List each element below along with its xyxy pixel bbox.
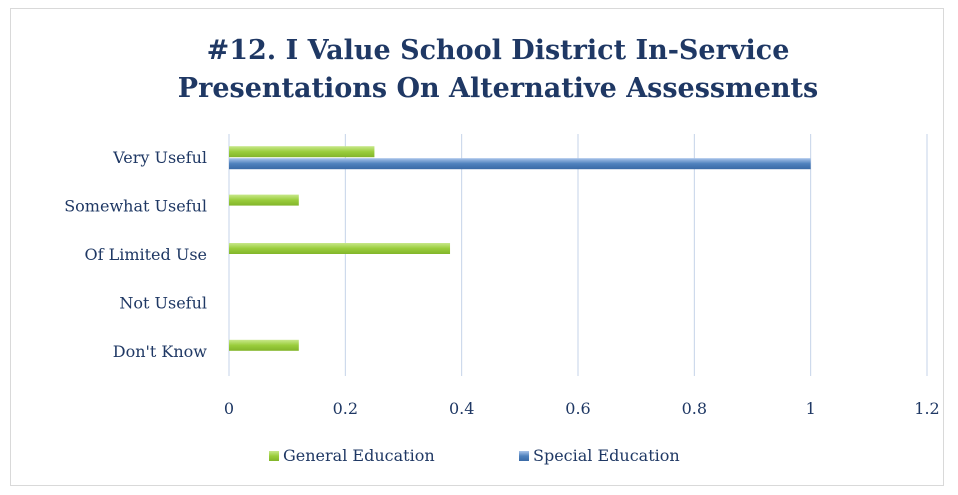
bar-general-education: [229, 243, 451, 254]
category-label: Of Limited Use: [84, 245, 207, 264]
bar-general-education: [229, 146, 375, 158]
bar-general-education: [229, 194, 299, 206]
bar-general-education: [229, 339, 299, 351]
x-tick-labels: 0 0.2 0.4 0.6 0.8 1 1.2: [224, 399, 940, 418]
chart-title-line-1: #12. I Value School District In-Service: [207, 35, 790, 66]
legend: General Education Special Education: [269, 446, 680, 465]
x-tick-label: 0.4: [449, 399, 474, 418]
legend-label: Special Education: [533, 446, 680, 465]
chart-title-line-2: Presentations On Alternative Assessments: [178, 73, 818, 104]
bar-special-education: [229, 158, 811, 170]
legend-label: General Education: [283, 446, 435, 465]
x-tick-label: 0: [224, 399, 234, 418]
category-labels: Very Useful Somewhat Useful Of Limited Use…: [64, 148, 207, 361]
category-label: Somewhat Useful: [64, 197, 207, 216]
x-tick-label: 1: [806, 399, 816, 418]
gridlines: [228, 134, 928, 376]
chart-svg: #12. I Value School District In-Service …: [64, 35, 940, 465]
legend-swatch: [269, 451, 279, 461]
x-tick-label: 0.6: [565, 399, 590, 418]
category-label: Not Useful: [119, 293, 207, 312]
category-label: Don't Know: [113, 342, 208, 361]
chart-frame: #12. I Value School District In-Service …: [10, 8, 944, 486]
category-label: Very Useful: [112, 148, 207, 167]
x-tick-label: 0.2: [333, 399, 358, 418]
x-tick-label: 0.8: [682, 399, 707, 418]
x-tick-label: 1.2: [914, 399, 939, 418]
bars: [229, 146, 811, 351]
legend-swatch: [519, 451, 529, 461]
